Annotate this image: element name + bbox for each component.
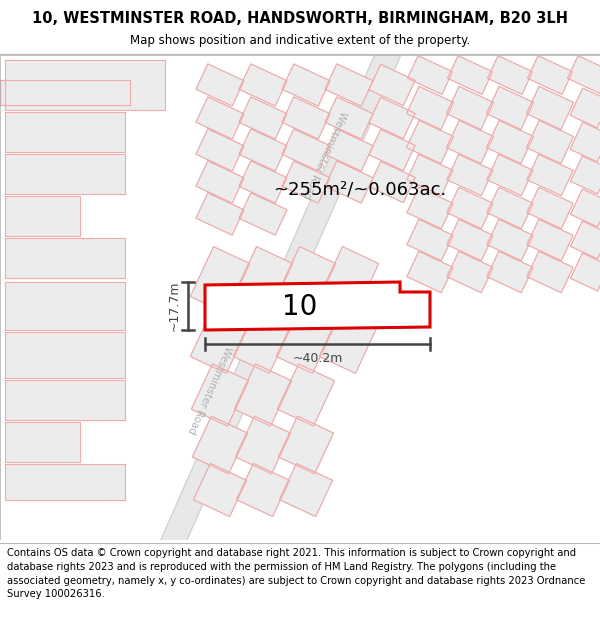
- Polygon shape: [447, 219, 493, 261]
- Polygon shape: [325, 97, 373, 139]
- Polygon shape: [407, 56, 452, 94]
- Text: ~40.2m: ~40.2m: [292, 351, 343, 364]
- Polygon shape: [282, 64, 330, 106]
- Polygon shape: [319, 247, 379, 313]
- Polygon shape: [571, 189, 600, 227]
- Polygon shape: [277, 364, 335, 426]
- Polygon shape: [487, 188, 533, 229]
- Polygon shape: [325, 64, 373, 106]
- Polygon shape: [282, 161, 330, 203]
- Polygon shape: [276, 247, 336, 313]
- Polygon shape: [0, 80, 130, 105]
- Text: 10, WESTMINSTER ROAD, HANDSWORTH, BIRMINGHAM, B20 3LH: 10, WESTMINSTER ROAD, HANDSWORTH, BIRMIN…: [32, 11, 568, 26]
- Polygon shape: [205, 282, 430, 330]
- Polygon shape: [448, 56, 493, 94]
- Polygon shape: [446, 86, 494, 129]
- Polygon shape: [239, 193, 287, 235]
- Polygon shape: [233, 247, 293, 313]
- Polygon shape: [278, 416, 334, 474]
- Polygon shape: [526, 86, 574, 129]
- Polygon shape: [487, 56, 533, 94]
- Polygon shape: [5, 332, 125, 378]
- Polygon shape: [407, 188, 453, 229]
- Polygon shape: [5, 154, 125, 194]
- Polygon shape: [239, 97, 287, 139]
- Polygon shape: [276, 307, 336, 373]
- Text: Contains OS data © Crown copyright and database right 2021. This information is : Contains OS data © Crown copyright and d…: [7, 549, 586, 599]
- Polygon shape: [407, 154, 453, 196]
- Polygon shape: [193, 463, 247, 517]
- Polygon shape: [280, 463, 332, 517]
- Polygon shape: [196, 161, 244, 203]
- Polygon shape: [527, 188, 573, 229]
- Polygon shape: [487, 219, 533, 261]
- Polygon shape: [487, 121, 533, 164]
- Polygon shape: [233, 307, 293, 373]
- Polygon shape: [369, 98, 415, 139]
- Text: ~255m²/~0.063ac.: ~255m²/~0.063ac.: [274, 181, 446, 199]
- Polygon shape: [239, 64, 287, 106]
- Polygon shape: [193, 416, 248, 474]
- Polygon shape: [527, 251, 573, 292]
- Polygon shape: [5, 112, 125, 152]
- Polygon shape: [5, 464, 125, 500]
- Polygon shape: [325, 129, 373, 171]
- Polygon shape: [407, 219, 453, 261]
- Polygon shape: [196, 129, 244, 171]
- Polygon shape: [369, 129, 415, 171]
- Polygon shape: [282, 129, 330, 171]
- Polygon shape: [406, 86, 454, 129]
- Polygon shape: [571, 221, 600, 259]
- Polygon shape: [239, 161, 287, 203]
- Text: Westminster Road: Westminster Road: [186, 344, 234, 436]
- Polygon shape: [568, 56, 600, 94]
- Polygon shape: [5, 60, 165, 110]
- Polygon shape: [5, 282, 125, 330]
- Polygon shape: [526, 121, 574, 164]
- Polygon shape: [447, 251, 493, 292]
- Polygon shape: [527, 154, 573, 196]
- Polygon shape: [487, 86, 533, 129]
- Polygon shape: [5, 422, 80, 462]
- Polygon shape: [196, 97, 244, 139]
- Polygon shape: [369, 161, 415, 202]
- Polygon shape: [190, 247, 250, 313]
- Polygon shape: [235, 364, 292, 426]
- Polygon shape: [325, 161, 373, 203]
- Polygon shape: [447, 154, 493, 196]
- Polygon shape: [319, 307, 379, 373]
- Polygon shape: [5, 238, 125, 278]
- Polygon shape: [570, 88, 600, 128]
- Polygon shape: [196, 64, 244, 106]
- Polygon shape: [571, 253, 600, 291]
- Polygon shape: [239, 129, 287, 171]
- Polygon shape: [191, 364, 248, 426]
- Text: ~17.7m: ~17.7m: [167, 281, 181, 331]
- Polygon shape: [190, 307, 250, 373]
- Polygon shape: [447, 188, 493, 229]
- Polygon shape: [527, 56, 572, 94]
- Polygon shape: [5, 196, 80, 236]
- Polygon shape: [154, 45, 401, 565]
- Polygon shape: [446, 121, 494, 164]
- Polygon shape: [571, 156, 600, 194]
- Text: Map shows position and indicative extent of the property.: Map shows position and indicative extent…: [130, 34, 470, 47]
- Text: 10: 10: [283, 293, 317, 321]
- Polygon shape: [196, 193, 244, 235]
- Text: Westminster Road: Westminster Road: [301, 109, 349, 201]
- Polygon shape: [406, 121, 454, 164]
- Polygon shape: [5, 380, 125, 420]
- Polygon shape: [487, 251, 533, 292]
- Polygon shape: [570, 122, 600, 162]
- Polygon shape: [487, 154, 533, 196]
- Polygon shape: [527, 219, 573, 261]
- Polygon shape: [369, 64, 415, 106]
- Polygon shape: [235, 416, 290, 474]
- Polygon shape: [236, 463, 290, 517]
- Polygon shape: [282, 97, 330, 139]
- Polygon shape: [407, 251, 453, 292]
